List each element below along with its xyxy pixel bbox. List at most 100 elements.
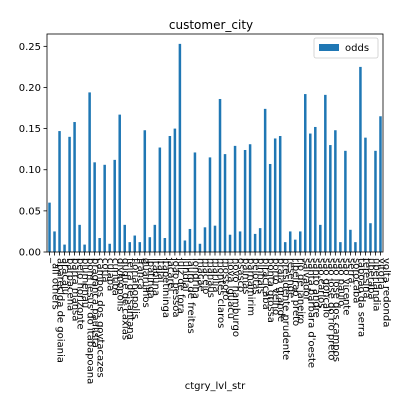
bar: [53, 231, 56, 252]
y-tick-label: 0.00: [19, 248, 41, 259]
x-tick-label: aracaju: [60, 258, 71, 295]
x-tick-label: cotia: [100, 258, 111, 282]
x-tick-label: londrina: [190, 258, 201, 299]
y-tick-label: 0.25: [19, 42, 41, 53]
y-tick-label: 0.10: [19, 165, 41, 176]
x-tick-label: praia grande: [275, 258, 286, 322]
x-tick-label: itapetininga: [160, 258, 171, 318]
legend: odds: [313, 37, 379, 59]
bar: [63, 244, 66, 252]
bar: [148, 237, 152, 252]
bar: [288, 231, 292, 252]
x-tick-label: osasco: [235, 258, 246, 292]
x-tick-label: serra: [345, 258, 356, 284]
x-tick-label: campos dos goytacazes: [95, 258, 106, 378]
bar: [108, 243, 111, 252]
bar: [233, 145, 237, 252]
y-axis: 0.00 0.05 0.10 0.15 0.20 0.25: [19, 42, 47, 259]
bar: [168, 136, 172, 252]
x-tick-label: macae: [195, 258, 206, 292]
bar: [138, 242, 142, 252]
x-tick-label: jacarei: [165, 257, 176, 291]
bar: [143, 130, 147, 252]
bar: [339, 242, 342, 252]
x-tick-label: barra mansa: [70, 258, 81, 321]
bar: [113, 159, 116, 252]
x-tick-label: sao jose dos campos: [330, 258, 341, 362]
legend-label: odds: [345, 43, 369, 54]
bar: [133, 235, 137, 252]
bar: [128, 242, 131, 252]
x-tick-label: pelotas: [250, 258, 261, 295]
x-tick-label: bom jesus do itabapoana: [85, 258, 96, 384]
x-tick-label: parnamirim: [245, 258, 256, 316]
bar: [68, 136, 71, 252]
x-tick-label: resende: [285, 258, 296, 298]
x-tick-label: _all others: [50, 257, 61, 310]
x-tick-label: palmas: [240, 258, 251, 294]
bar: [163, 238, 167, 252]
bar: [203, 227, 207, 252]
x-tick-label: feira de santana: [125, 258, 136, 340]
x-tick-label: nova iguacu: [225, 258, 236, 319]
x-tick-label: novo hamburgo: [230, 258, 241, 337]
bar: [344, 150, 347, 252]
x-tick-label: rio de janeiro: [295, 258, 306, 324]
bar: [93, 162, 96, 252]
bar: [238, 231, 242, 252]
x-tick-label: marilia: [210, 258, 221, 292]
x-tick-label: santo andre: [310, 258, 321, 318]
x-tick-label: guarulhos: [140, 258, 151, 308]
x-tick-label: ipatinga: [145, 258, 156, 299]
bar: [158, 147, 162, 252]
bar: [248, 144, 252, 252]
x-tick-label: sao jose do rio preto: [325, 258, 336, 360]
bar: [278, 136, 282, 252]
bar: [98, 238, 101, 252]
y-tick-label: 0.15: [19, 124, 41, 135]
y-tick-label: 0.05: [19, 206, 41, 217]
bar: [153, 224, 157, 252]
bar: [243, 149, 247, 252]
x-tick-label: juiz de fora: [175, 257, 186, 314]
plot-frame: [46, 33, 384, 253]
x-tick-label: aparecida de goiania: [55, 258, 66, 363]
x-tick-label: jundiai: [180, 257, 191, 292]
bar: [354, 242, 357, 252]
bar: [273, 138, 277, 252]
x-tick-label: itabuna: [150, 258, 161, 296]
bar: [304, 94, 307, 253]
x-tick-label: uberlandia: [370, 258, 381, 311]
bar: [78, 224, 81, 252]
bar: [218, 98, 222, 252]
bar: [198, 243, 202, 252]
x-tick-label: belo horizonte: [75, 258, 86, 330]
bar: [88, 92, 91, 252]
x-tick-label: santa barbara d'oeste: [305, 258, 316, 368]
bar: [379, 116, 382, 252]
bar: [299, 231, 302, 252]
x-tick-label: maceio: [200, 258, 211, 294]
bar: [118, 114, 121, 252]
x-tick-label: volta redonda: [380, 258, 391, 327]
legend-swatch: [319, 44, 339, 51]
x-tick-label: itajai: [155, 258, 166, 283]
bar: [83, 244, 86, 252]
x-tick-label: sao goncalo: [320, 258, 331, 318]
bar: [349, 229, 352, 252]
bar: [319, 224, 322, 252]
bar: [188, 228, 192, 252]
x-tick-label: piracicaba: [260, 258, 271, 310]
bar: [314, 126, 317, 252]
bar: [309, 133, 312, 252]
x-tick-label: pinhais: [255, 258, 266, 294]
x-tick-label: presidente prudente: [280, 258, 291, 360]
bar: [364, 137, 367, 252]
y-tick-label: 0.20: [19, 83, 41, 94]
bar: [123, 224, 126, 252]
x-tick-label: sao vicente: [340, 258, 351, 315]
x-tick-label: porto velho: [270, 258, 281, 315]
x-tick-label: salvador: [300, 258, 311, 302]
